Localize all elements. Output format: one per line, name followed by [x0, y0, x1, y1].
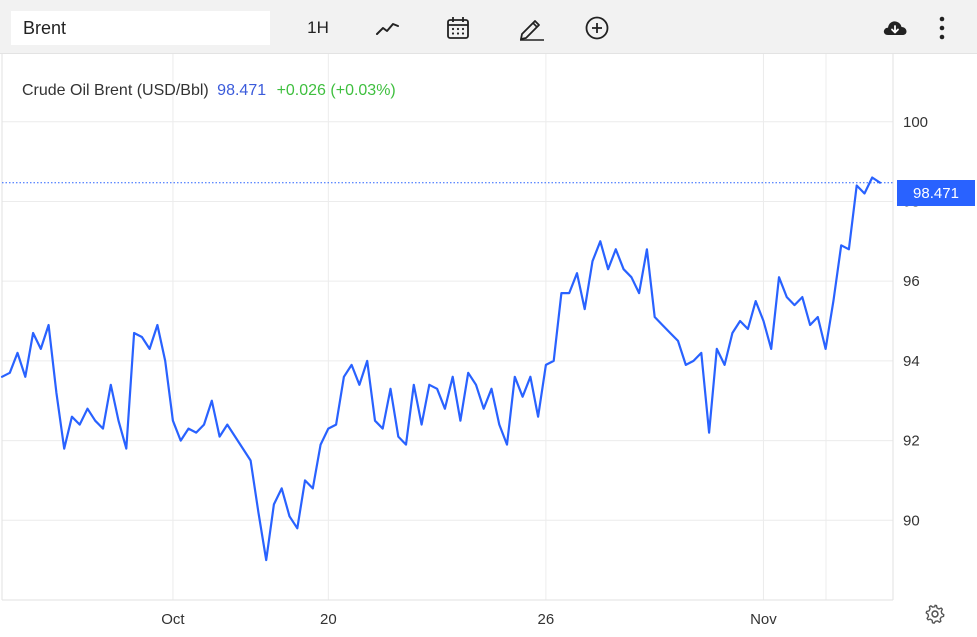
x-tick-label: Oct — [161, 611, 185, 628]
current-price-badge: 98.471 — [897, 180, 975, 206]
add-indicator-button[interactable] — [580, 11, 614, 45]
chart-settings-button[interactable] — [924, 603, 946, 625]
interval-button[interactable]: 1H — [307, 18, 329, 37]
y-tick-label: 100 — [903, 114, 928, 131]
price-series-line — [0, 176, 882, 562]
y-tick-label: 94 — [903, 353, 920, 370]
legend-price: 98.471 — [217, 82, 267, 99]
instrument-name: Crude Oil Brent (USD/Bbl) — [22, 82, 209, 99]
more-vertical-icon — [939, 16, 945, 40]
x-tick-label: 26 — [538, 611, 555, 628]
y-tick-label: 96 — [903, 273, 920, 290]
toolbar: 1H — [0, 0, 977, 54]
chart-legend: Crude Oil Brent (USD/Bbl) 98.471 +0.026 … — [22, 82, 396, 100]
chart-type-button[interactable] — [370, 11, 406, 45]
y-tick-label: 92 — [903, 433, 920, 450]
more-options-button[interactable] — [930, 11, 954, 45]
settings-gear-icon — [925, 604, 945, 624]
draw-button[interactable] — [512, 11, 550, 45]
x-tick-label: Nov — [750, 611, 777, 628]
legend-change: +0.026 (+0.03%) — [276, 82, 396, 99]
price-chart[interactable]: 9092949698100Oct2026Nov — [0, 54, 977, 637]
x-tick-label: 20 — [320, 611, 337, 628]
line-chart-icon — [376, 23, 399, 35]
calendar-icon — [447, 17, 469, 39]
add-circle-icon — [585, 16, 609, 40]
y-tick-label: 90 — [903, 512, 920, 529]
cloud-download-icon — [883, 21, 907, 35]
pencil-icon — [520, 20, 544, 41]
download-button[interactable] — [878, 11, 912, 45]
date-range-button[interactable] — [440, 11, 476, 45]
symbol-search-input[interactable] — [11, 11, 270, 45]
